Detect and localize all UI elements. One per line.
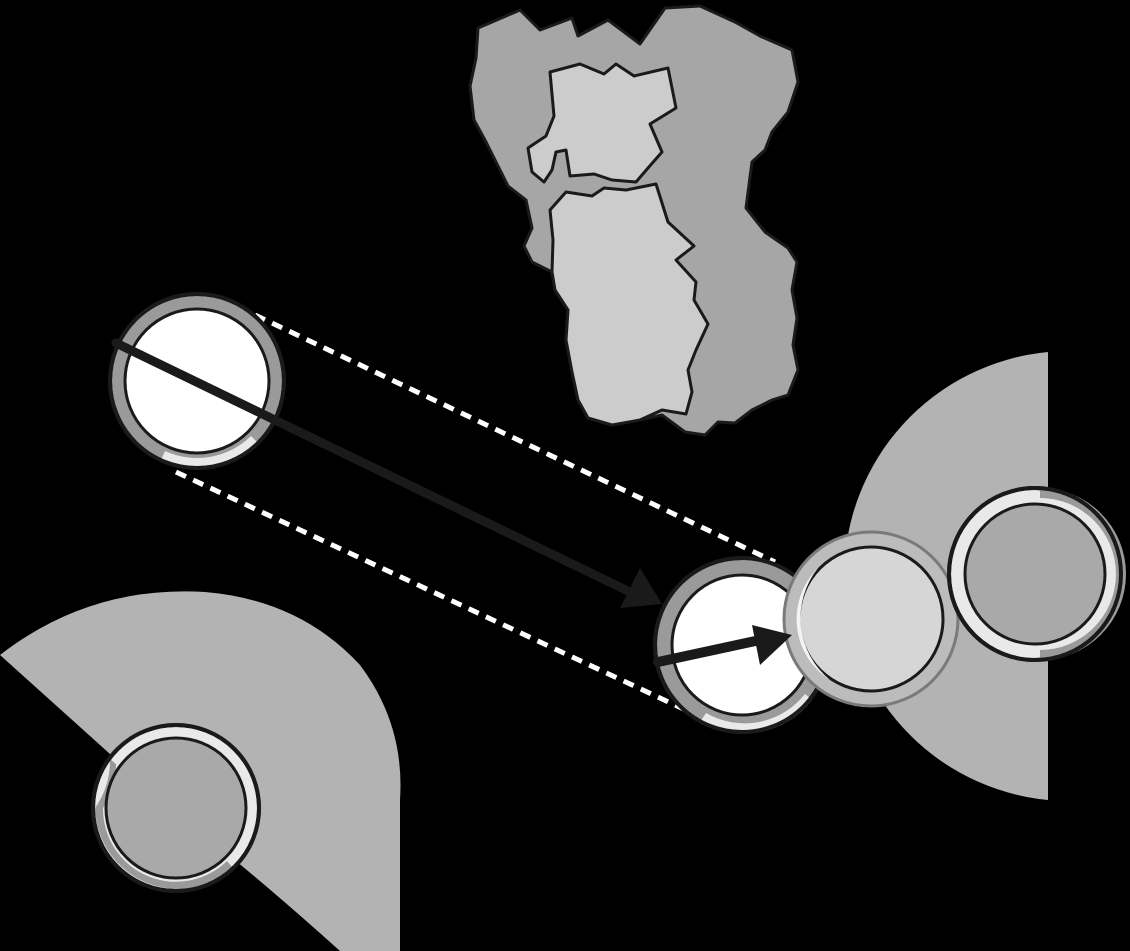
terrain-inner-region-top [526,62,678,184]
movement-arrow-long [111,338,662,608]
enemy-piece-bottom-left [91,723,261,893]
push-arrow-short [653,625,792,667]
enemy-piece-right [947,486,1126,662]
path-guide-top [253,312,777,565]
terrain-feature [468,4,800,437]
terrain-inner-region-bottom [548,182,710,427]
blocking-piece-ghost [782,530,960,708]
